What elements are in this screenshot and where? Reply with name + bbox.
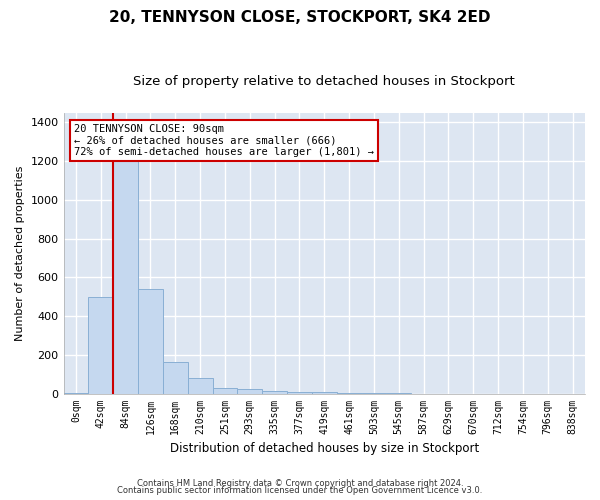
Title: Size of property relative to detached houses in Stockport: Size of property relative to detached ho… bbox=[133, 75, 515, 88]
Bar bbox=[287, 392, 312, 394]
Bar bbox=[64, 392, 88, 394]
Bar bbox=[138, 289, 163, 394]
Text: Contains public sector information licensed under the Open Government Licence v3: Contains public sector information licen… bbox=[118, 486, 482, 495]
Bar bbox=[163, 362, 188, 394]
Bar bbox=[238, 388, 262, 394]
Text: 20, TENNYSON CLOSE, STOCKPORT, SK4 2ED: 20, TENNYSON CLOSE, STOCKPORT, SK4 2ED bbox=[109, 10, 491, 25]
Bar bbox=[212, 388, 238, 394]
Bar bbox=[88, 296, 113, 394]
Bar bbox=[337, 393, 362, 394]
Text: 20 TENNYSON CLOSE: 90sqm
← 26% of detached houses are smaller (666)
72% of semi-: 20 TENNYSON CLOSE: 90sqm ← 26% of detach… bbox=[74, 124, 374, 157]
Bar bbox=[312, 392, 337, 394]
Y-axis label: Number of detached properties: Number of detached properties bbox=[15, 166, 25, 341]
X-axis label: Distribution of detached houses by size in Stockport: Distribution of detached houses by size … bbox=[170, 442, 479, 455]
Text: Contains HM Land Registry data © Crown copyright and database right 2024.: Contains HM Land Registry data © Crown c… bbox=[137, 478, 463, 488]
Bar bbox=[113, 154, 138, 394]
Bar bbox=[262, 390, 287, 394]
Bar bbox=[188, 378, 212, 394]
